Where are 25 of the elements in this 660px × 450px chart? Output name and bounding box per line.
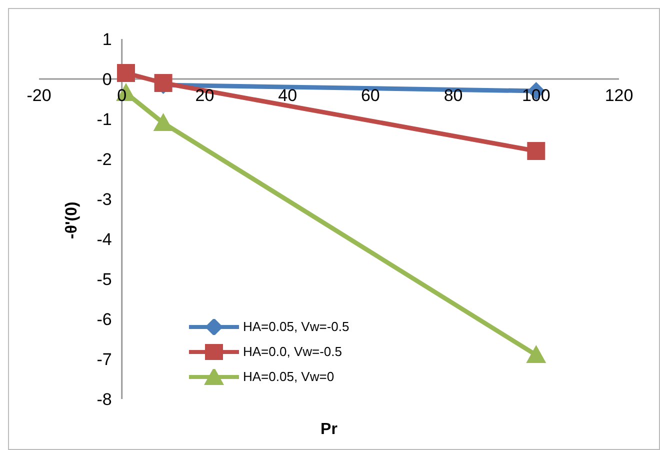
y-tick-label: -4	[96, 230, 112, 249]
point	[526, 345, 546, 363]
point	[153, 113, 174, 131]
y-tick-label: 0	[102, 70, 112, 89]
legend-label: HA=0.05, Vw=0	[243, 369, 334, 384]
x-tick-label: 60	[360, 86, 380, 105]
x-axis-title: Pr	[320, 421, 338, 438]
x-tick-label: 0	[117, 86, 127, 105]
y-tick-label: -7	[96, 350, 112, 369]
y-tick-label: -5	[96, 270, 112, 289]
point	[117, 64, 135, 82]
y-tick-label: -6	[96, 310, 112, 329]
y-tick-label: -3	[96, 190, 112, 209]
y-tick-label: 1	[102, 30, 112, 49]
legend-label: HA=0.0, Vw=-0.5	[243, 344, 342, 359]
legend-label: HA=0.05, Vw=-0.5	[243, 319, 350, 334]
y-tick-label: -1	[96, 110, 112, 129]
y-tick-label: -2	[96, 150, 112, 169]
x-tick-label: -20	[26, 86, 52, 105]
x-tick-label: 120	[604, 86, 634, 105]
x-tick-label: 40	[278, 86, 298, 105]
y-axis-title: -θ'(0)	[64, 202, 81, 239]
x-tick-label: 80	[444, 86, 463, 105]
y-tick-label: -8	[96, 390, 112, 409]
point	[527, 142, 546, 160]
